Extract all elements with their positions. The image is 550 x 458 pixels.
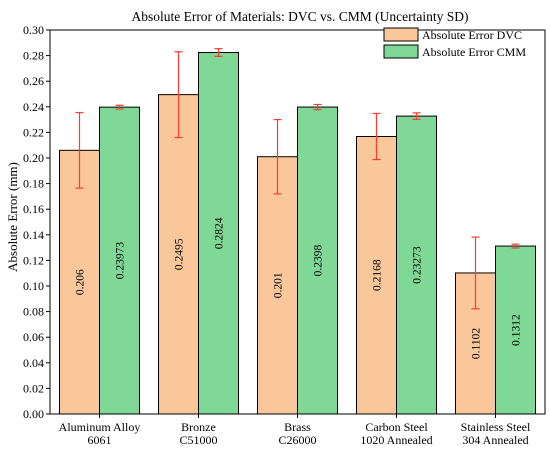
legend: Absolute Error DVC Absolute Error CMM <box>383 27 526 59</box>
bar <box>257 156 298 415</box>
y-tick-label: 0.08 <box>23 305 44 319</box>
category-label: 1020 Annealed <box>360 433 432 447</box>
legend-label: Absolute Error DVC <box>422 28 522 42</box>
category-label: 6061 <box>88 433 112 447</box>
y-tick-label: 0.02 <box>23 381 44 395</box>
data-label: 0.2824 <box>214 217 226 249</box>
y-tick-label: 0.16 <box>23 202 44 216</box>
y-tick-label: 0.04 <box>23 356 44 370</box>
data-label: 0.201 <box>273 272 285 298</box>
y-tick-label: 0.26 <box>23 74 44 88</box>
data-label: 0.2495 <box>174 238 186 270</box>
y-tick-label: 0.10 <box>23 279 44 293</box>
y-tick-label: 0.00 <box>23 407 44 421</box>
category-label: C26000 <box>278 433 316 447</box>
plot-area: 0.00 0.02 0.04 0.06 0.08 0.10 0.12 0.14 0.16 0.18… <box>23 23 546 447</box>
data-label: 0.1312 <box>511 314 523 346</box>
data-label: 0.206 <box>75 269 87 295</box>
y-axis-label: Absolute Error (mm) <box>5 162 20 272</box>
y-tick-label: 0.14 <box>23 228 44 242</box>
category-label: C51000 <box>179 433 217 447</box>
data-label: 0.23273 <box>412 246 424 284</box>
legend-swatch <box>383 44 419 59</box>
bar <box>198 52 239 415</box>
chart-title: Absolute Error of Materials: DVC vs. CMM… <box>131 9 468 24</box>
y-tick-label: 0.06 <box>23 330 44 344</box>
y-tick-label: 0.20 <box>23 151 44 165</box>
y-tick-label: 0.12 <box>23 253 44 267</box>
legend-label: Absolute Error CMM <box>422 45 526 59</box>
y-tick-label: 0.28 <box>23 49 44 63</box>
legend-swatch <box>383 27 419 42</box>
y-tick-label: 0.30 <box>23 23 44 37</box>
category-label: Stainless Steel <box>461 420 531 434</box>
category-label: 304 Annealed <box>462 433 528 447</box>
bar <box>495 245 536 415</box>
bar <box>396 115 437 415</box>
bar <box>297 106 338 415</box>
y-tick-label: 0.18 <box>23 177 44 191</box>
data-label: 0.2168 <box>372 259 384 291</box>
data-label: 0.1102 <box>471 328 483 359</box>
y-tick-label: 0.24 <box>23 100 44 114</box>
data-label: 0.23973 <box>115 242 127 280</box>
category-label: Aluminum Alloy <box>59 420 141 434</box>
category-label: Carbon Steel <box>365 420 428 434</box>
category-label: Brass <box>284 420 311 434</box>
data-label: 0.2398 <box>313 244 325 276</box>
bar <box>99 106 140 415</box>
bar <box>356 135 397 415</box>
y-tick-label: 0.22 <box>23 125 44 139</box>
category-label: Bronze <box>181 420 216 434</box>
